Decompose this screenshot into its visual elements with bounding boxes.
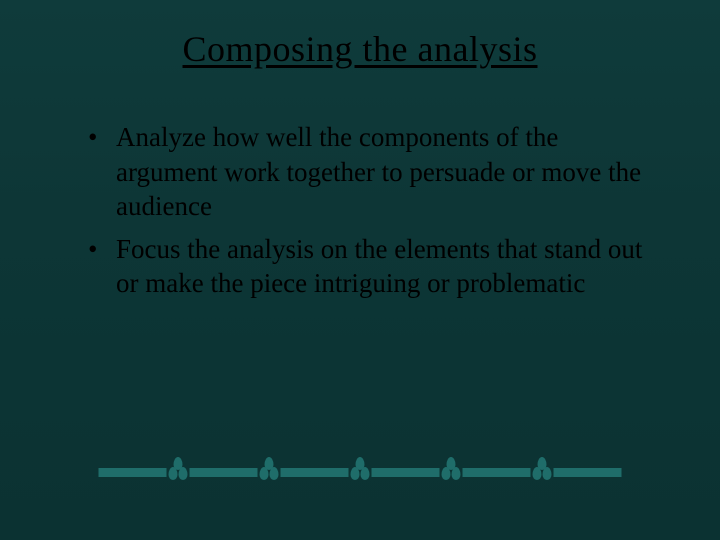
leaf-icon xyxy=(351,457,370,480)
bullet-item: Focus the analysis on the elements that … xyxy=(88,232,660,301)
slide-title: Composing the analysis xyxy=(60,28,660,70)
decor-bar xyxy=(99,468,167,477)
leaf-icon xyxy=(260,457,279,480)
slide-container: Composing the analysis Analyze how well … xyxy=(0,0,720,540)
decor-bar xyxy=(554,468,622,477)
decor-bar xyxy=(190,468,258,477)
bullet-list: Analyze how well the components of the a… xyxy=(60,120,660,301)
decor-bar xyxy=(463,468,531,477)
decor-bar xyxy=(372,468,440,477)
leaf-icon xyxy=(169,457,188,480)
decor-bar xyxy=(281,468,349,477)
bullet-item: Analyze how well the components of the a… xyxy=(88,120,660,224)
decorative-divider xyxy=(95,461,626,484)
leaf-icon xyxy=(533,457,552,480)
leaf-icon xyxy=(442,457,461,480)
